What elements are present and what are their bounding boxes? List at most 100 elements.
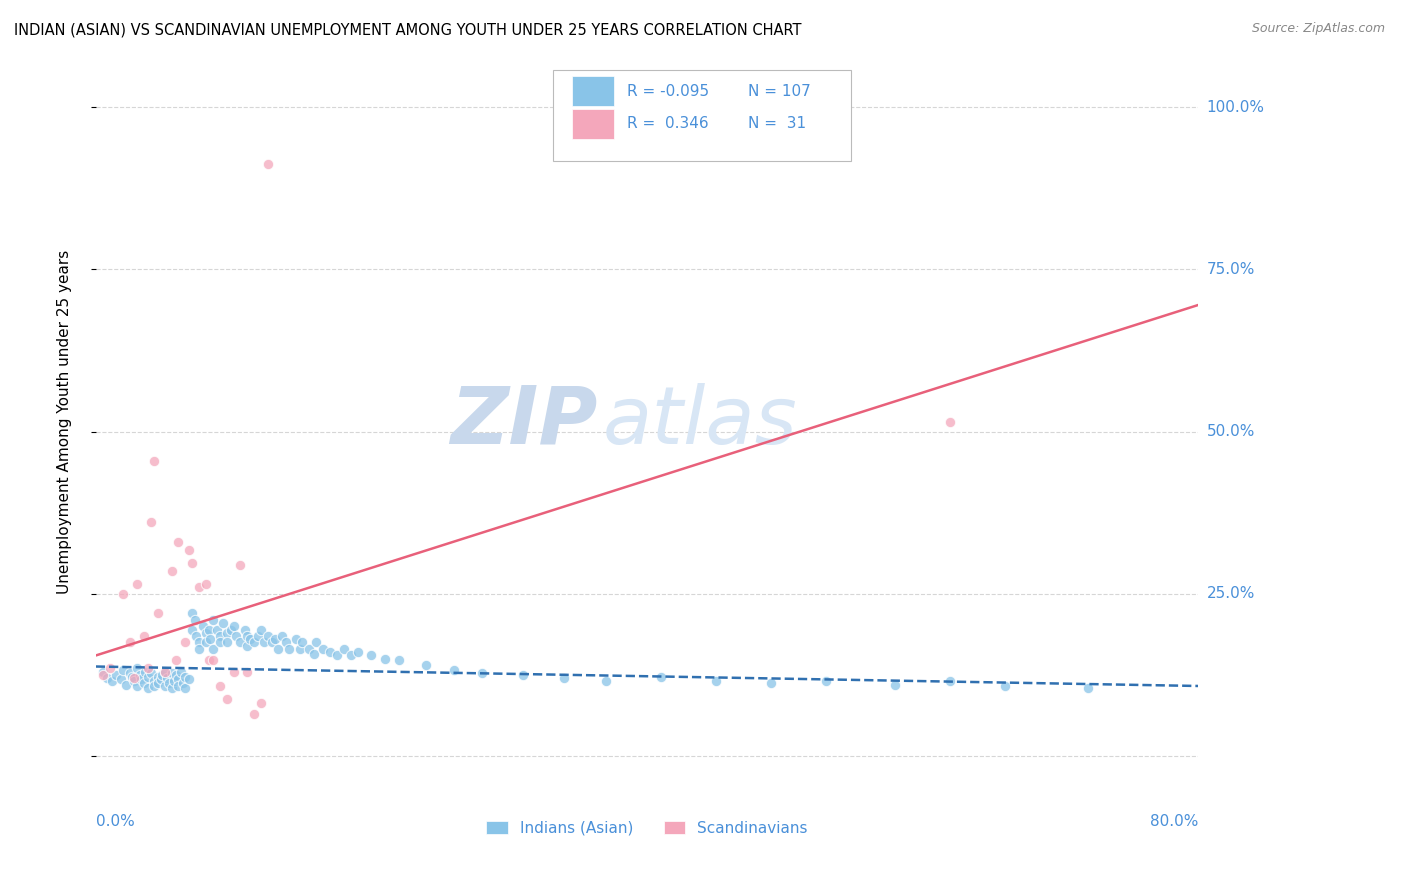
Point — [101, 674, 124, 689]
Text: Source: ZipAtlas.com: Source: ZipAtlas.com — [1251, 22, 1385, 36]
Point — [277, 642, 299, 657]
Point — [595, 674, 617, 689]
Point — [160, 564, 183, 578]
Point — [243, 635, 266, 649]
Point — [257, 157, 280, 171]
Point — [172, 676, 194, 690]
Point — [136, 670, 159, 684]
Point — [167, 679, 190, 693]
Point — [274, 635, 297, 649]
Point — [146, 607, 169, 621]
Point — [257, 629, 280, 643]
Point — [704, 674, 727, 689]
Point — [139, 665, 162, 680]
FancyBboxPatch shape — [572, 109, 614, 139]
Point — [815, 674, 838, 689]
Point — [195, 635, 218, 649]
Point — [115, 678, 138, 692]
Point — [128, 668, 150, 682]
Point — [186, 629, 208, 643]
Point — [443, 664, 465, 678]
Text: R =  0.346: R = 0.346 — [627, 116, 709, 131]
Point — [215, 625, 238, 640]
Point — [121, 670, 143, 684]
Point — [193, 619, 215, 633]
Point — [132, 629, 155, 643]
Point — [471, 665, 494, 680]
Point — [197, 653, 219, 667]
Point — [197, 623, 219, 637]
Point — [188, 642, 211, 657]
Point — [312, 642, 335, 657]
Point — [165, 653, 187, 667]
Text: 80.0%: 80.0% — [1150, 814, 1198, 829]
Point — [553, 671, 575, 685]
Point — [288, 642, 311, 657]
Point — [139, 516, 162, 530]
Point — [142, 454, 165, 468]
Point — [302, 647, 325, 661]
Point — [262, 635, 284, 649]
Point — [105, 668, 128, 682]
Point — [236, 629, 259, 643]
Point — [91, 668, 114, 682]
Point — [512, 668, 534, 682]
Point — [174, 681, 197, 695]
Point — [229, 558, 252, 572]
Point — [150, 668, 173, 682]
Point — [160, 665, 183, 680]
Point — [142, 674, 165, 689]
Point — [250, 696, 273, 710]
Point — [253, 635, 276, 649]
Point — [333, 642, 356, 657]
Text: 50.0%: 50.0% — [1206, 424, 1254, 439]
Point — [270, 629, 292, 643]
Point — [146, 670, 169, 684]
Point — [167, 673, 190, 687]
Point — [132, 676, 155, 690]
Point — [208, 635, 231, 649]
Point — [195, 577, 218, 591]
Point — [360, 648, 382, 663]
Point — [266, 642, 288, 657]
Point — [96, 671, 118, 685]
Point — [305, 635, 328, 649]
Point — [127, 577, 149, 591]
Text: 100.0%: 100.0% — [1206, 100, 1264, 114]
Point — [156, 671, 179, 685]
Point — [153, 665, 176, 679]
Point — [346, 645, 368, 659]
Point — [134, 665, 156, 679]
Point — [181, 623, 204, 637]
Point — [208, 629, 231, 643]
Point — [157, 676, 180, 690]
Point — [98, 661, 121, 675]
Point — [91, 665, 114, 679]
Point — [201, 613, 224, 627]
Point — [149, 673, 172, 687]
Text: R = -0.095: R = -0.095 — [627, 84, 709, 99]
FancyBboxPatch shape — [572, 76, 614, 106]
Point — [184, 613, 207, 627]
Point — [374, 651, 396, 665]
Point — [120, 665, 142, 680]
Point — [236, 639, 259, 653]
Point — [142, 679, 165, 693]
Point — [759, 676, 782, 690]
Point — [211, 615, 233, 630]
Point — [112, 587, 135, 601]
Point — [939, 674, 962, 689]
Point — [136, 681, 159, 695]
Point — [239, 632, 262, 647]
Text: 25.0%: 25.0% — [1206, 586, 1254, 601]
Point — [326, 648, 349, 663]
Point — [215, 635, 238, 649]
Point — [650, 670, 672, 684]
Point — [165, 668, 187, 682]
Point — [153, 665, 176, 679]
Point — [174, 670, 197, 684]
Text: 75.0%: 75.0% — [1206, 262, 1254, 277]
Point — [179, 673, 201, 687]
Point — [291, 635, 314, 649]
Point — [181, 556, 204, 570]
